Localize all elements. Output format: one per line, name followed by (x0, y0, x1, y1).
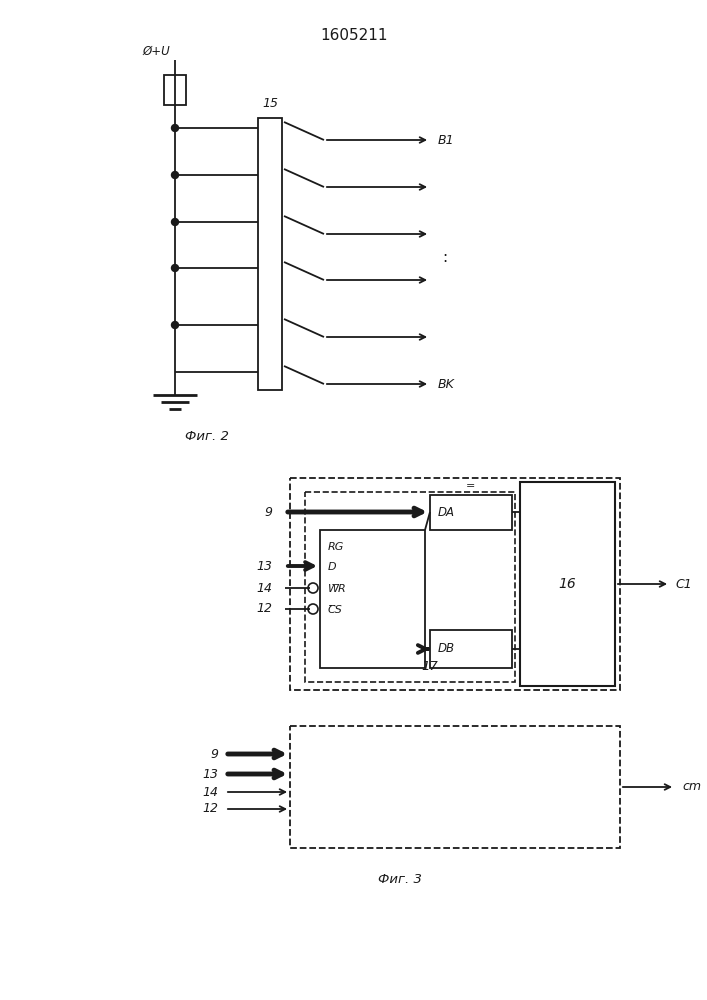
Text: 12: 12 (202, 802, 218, 816)
Circle shape (172, 322, 178, 328)
Text: 9: 9 (210, 748, 218, 760)
Text: 13: 13 (202, 768, 218, 780)
Text: B1: B1 (438, 133, 455, 146)
Text: 15: 15 (262, 97, 278, 110)
Text: 14: 14 (256, 582, 272, 594)
Circle shape (172, 124, 178, 131)
Circle shape (172, 264, 178, 271)
Text: cm: cm (682, 780, 701, 794)
Bar (258, 118, 282, 390)
Text: D: D (328, 562, 337, 572)
Text: C1: C1 (675, 578, 691, 590)
Text: 17: 17 (421, 660, 438, 674)
Text: 12: 12 (256, 602, 272, 615)
Bar (290, 478, 620, 690)
Bar (164, 75, 186, 105)
Bar (520, 482, 615, 686)
Bar (305, 492, 515, 682)
Text: Фиг. 3: Фиг. 3 (378, 873, 422, 886)
Text: Ø+U: Ø+U (142, 45, 170, 58)
Text: 13: 13 (256, 560, 272, 572)
Bar (430, 495, 512, 530)
Text: BK: BK (438, 377, 455, 390)
Text: :: : (442, 249, 447, 264)
Text: 16: 16 (558, 577, 576, 591)
Text: C̅S: C̅S (328, 605, 343, 615)
Text: 1605211: 1605211 (320, 28, 387, 43)
Bar (430, 630, 512, 668)
Text: DB: DB (438, 643, 455, 656)
Text: 14: 14 (202, 786, 218, 798)
Bar (290, 726, 620, 848)
Text: RG: RG (328, 542, 344, 552)
Text: 9: 9 (264, 506, 272, 518)
Circle shape (172, 172, 178, 178)
Circle shape (172, 219, 178, 226)
Text: =: = (467, 481, 476, 491)
Text: Фиг. 2: Фиг. 2 (185, 430, 229, 443)
Bar (320, 530, 425, 668)
Text: W̅R: W̅R (328, 584, 346, 594)
Text: DA: DA (438, 506, 455, 518)
